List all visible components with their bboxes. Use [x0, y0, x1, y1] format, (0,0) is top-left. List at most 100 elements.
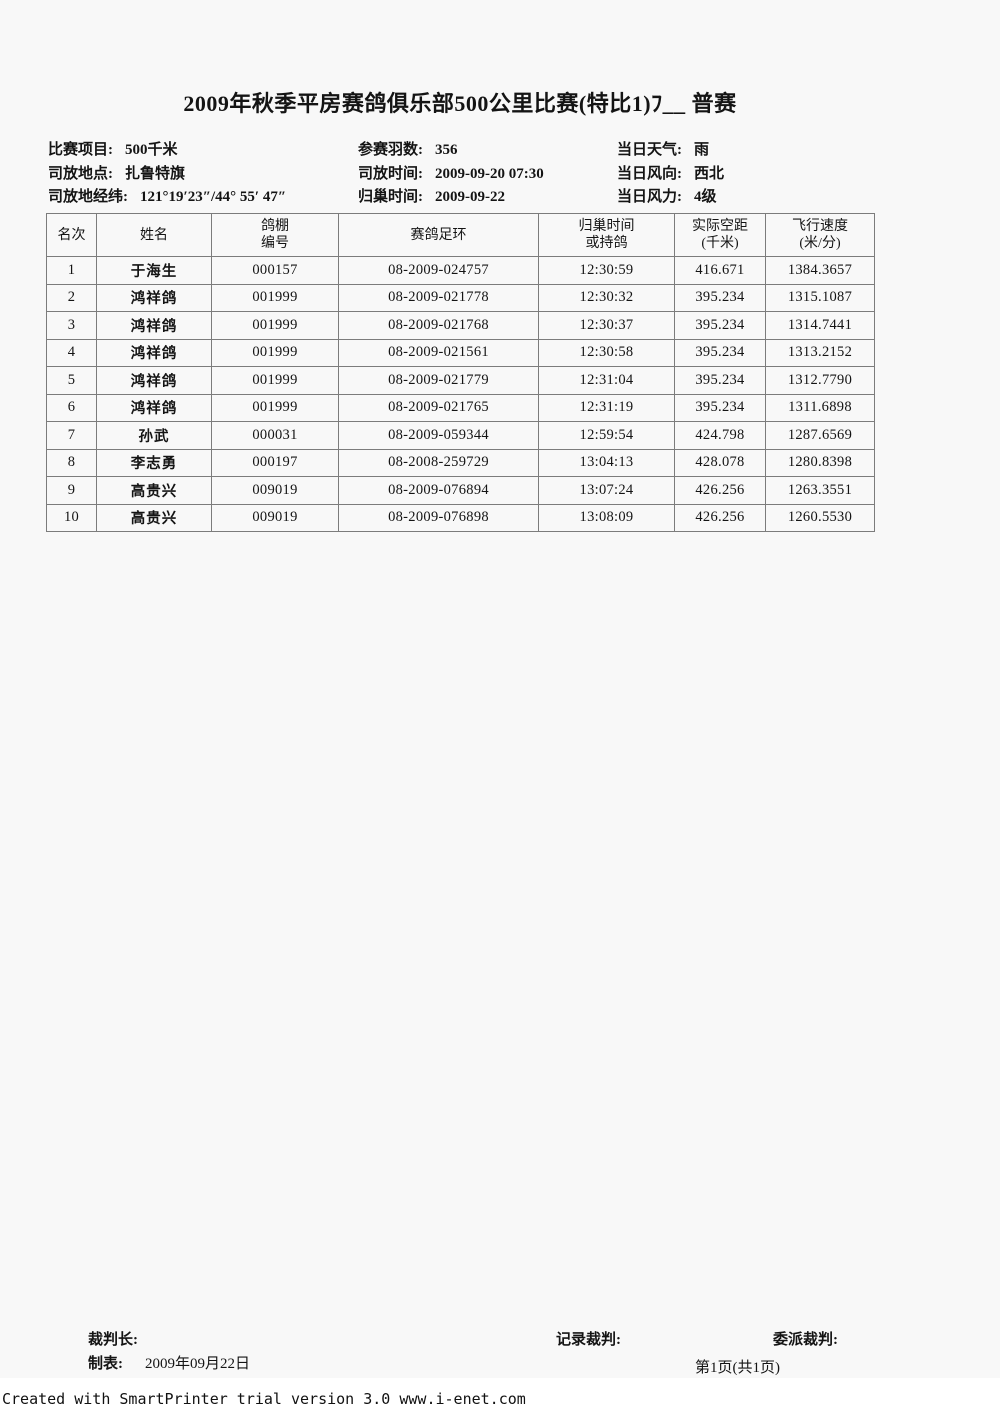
- race-info-column-3: 当日天气: 雨 当日风向: 西北 当日风力: 4级: [617, 139, 724, 210]
- info-value: 扎鲁特旗: [125, 165, 186, 182]
- cell-rank: 2: [46, 283, 97, 312]
- cell-speed-m-min: 1384.3657: [765, 256, 875, 285]
- cell-ring-number: 08-2009-076898: [338, 503, 539, 532]
- info-label: 参赛羽数:: [358, 142, 423, 158]
- cell-rank: 6: [46, 393, 97, 422]
- info-value: 雨: [694, 142, 710, 158]
- info-line-release-coords: 司放地经纬: 121°19′23″/44° 55′ 47″: [48, 186, 286, 210]
- cell-rank: 3: [46, 311, 97, 340]
- cell-arrival-time: 12:59:54: [538, 421, 675, 450]
- prepared-date: 2009年09月22日: [145, 1356, 251, 1372]
- cell-loft-number: 000031: [211, 421, 339, 450]
- cell-name: 鸿祥鸽: [96, 283, 212, 312]
- cell-arrival-time: 12:30:32: [538, 283, 675, 312]
- cell-ring-number: 08-2009-024757: [338, 256, 539, 285]
- cell-ring-number: 08-2009-059344: [338, 421, 539, 450]
- cell-rank: 7: [46, 421, 97, 450]
- table-row: 5 鸿祥鸽 001999 08-2009-021779 12:31:04 395.234 1…: [46, 366, 875, 395]
- cell-arrival-time: 12:31:04: [538, 366, 675, 395]
- info-value: 356: [435, 142, 458, 158]
- cell-rank: 8: [46, 448, 97, 477]
- cell-rank: 10: [46, 503, 97, 532]
- cell-distance-km: 395.234: [674, 311, 766, 340]
- info-label: 归巢时间:: [358, 189, 423, 205]
- cell-loft-number: 001999: [211, 311, 339, 340]
- cell-arrival-time: 13:08:09: [538, 503, 675, 532]
- cell-name: 鸿祥鸽: [96, 311, 212, 340]
- cell-distance-km: 395.234: [674, 338, 766, 367]
- prepared-label: 制表:: [88, 1356, 123, 1372]
- info-label: 当日风向:: [617, 165, 682, 182]
- info-line-race-item: 比赛项目: 500千米: [48, 139, 286, 163]
- cell-arrival-time: 12:31:19: [538, 393, 675, 422]
- cell-rank: 4: [46, 338, 97, 367]
- cell-speed-m-min: 1311.6898: [765, 393, 875, 422]
- results-table-header: 名次 姓名 鸽棚 编号 赛鸽足环 归巢时间 或持鸽 实际空距 (千米) 飞行速度…: [46, 213, 875, 257]
- header-name: 姓名: [96, 213, 212, 257]
- cell-name: 鸿祥鸽: [96, 366, 212, 395]
- cell-ring-number: 08-2009-021765: [338, 393, 539, 422]
- page-number: 第1页(共1页): [695, 1360, 780, 1376]
- cell-ring-number: 08-2009-021778: [338, 283, 539, 312]
- header-row: 名次 姓名 鸽棚 编号 赛鸽足环 归巢时间 或持鸽 实际空距 (千米) 飞行速度…: [46, 213, 875, 257]
- results-table: 名次 姓名 鸽棚 编号 赛鸽足环 归巢时间 或持鸽 实际空距 (千米) 飞行速度…: [46, 213, 875, 532]
- cell-name: 鸿祥鸽: [96, 338, 212, 367]
- header-distance-km: 实际空距 (千米): [674, 213, 766, 257]
- cell-speed-m-min: 1313.2152: [765, 338, 875, 367]
- watermark-strip: [0, 1378, 1000, 1413]
- cell-name: 高贵兴: [96, 476, 212, 505]
- table-row: 2 鸿祥鸽 001999 08-2009-021778 12:30:32 395.234 1…: [46, 283, 875, 312]
- info-value: 2009-09-22: [435, 189, 505, 205]
- info-value: 西北: [694, 165, 725, 182]
- info-line-weather: 当日天气: 雨: [617, 139, 724, 163]
- cell-ring-number: 08-2008-259729: [338, 448, 539, 477]
- cell-name: 孙武: [96, 421, 212, 450]
- header-rank: 名次: [46, 213, 97, 257]
- cell-distance-km: 395.234: [674, 393, 766, 422]
- cell-loft-number: 001999: [211, 366, 339, 395]
- info-value: 121°19′23″/44° 55′ 47″: [140, 189, 287, 205]
- header-arrival-time: 归巢时间 或持鸽: [538, 213, 675, 257]
- info-label: 当日天气:: [617, 142, 682, 158]
- cell-ring-number: 08-2009-021779: [338, 366, 539, 395]
- info-label: 比赛项目:: [48, 142, 113, 158]
- table-row: 1 于海生 000157 08-2009-024757 12:30:59 416.671 1…: [46, 256, 875, 285]
- cell-arrival-time: 12:30:59: [538, 256, 675, 285]
- cell-distance-km: 428.078: [674, 448, 766, 477]
- cell-distance-km: 426.256: [674, 503, 766, 532]
- results-table-body: 1 于海生 000157 08-2009-024757 12:30:59 416.671 1…: [46, 256, 875, 532]
- table-row: 3 鸿祥鸽 001999 08-2009-021768 12:30:37 395.234 1…: [46, 311, 875, 340]
- cell-loft-number: 001999: [211, 393, 339, 422]
- cell-rank: 1: [46, 256, 97, 285]
- cell-speed-m-min: 1312.7790: [765, 366, 875, 395]
- info-value: 4级: [694, 189, 717, 205]
- smartprinter-watermark: Created with SmartPrinter trial version …: [2, 1390, 526, 1408]
- cell-arrival-time: 12:30:58: [538, 338, 675, 367]
- page-title: 2009年秋季平房赛鸽俱乐部500公里比赛(特比1)ﾌ__ 普赛: [183, 91, 737, 116]
- assigned-judge-label: 委派裁判:: [773, 1332, 838, 1348]
- cell-loft-number: 001999: [211, 283, 339, 312]
- cell-ring-number: 08-2009-076894: [338, 476, 539, 505]
- table-row: 6 鸿祥鸽 001999 08-2009-021765 12:31:19 395.234 1…: [46, 393, 875, 422]
- cell-distance-km: 424.798: [674, 421, 766, 450]
- info-label: 司放地经纬:: [48, 189, 128, 205]
- info-line-release-site: 司放地点: 扎鲁特旗: [48, 163, 286, 187]
- header-ring-number: 赛鸽足环: [338, 213, 539, 257]
- cell-distance-km: 426.256: [674, 476, 766, 505]
- info-value: 500千米: [125, 142, 178, 158]
- info-label: 当日风力:: [617, 189, 682, 205]
- cell-speed-m-min: 1315.1087: [765, 283, 875, 312]
- header-speed-m-min: 飞行速度 (米/分): [765, 213, 875, 257]
- cell-distance-km: 416.671: [674, 256, 766, 285]
- cell-rank: 5: [46, 366, 97, 395]
- cell-ring-number: 08-2009-021561: [338, 338, 539, 367]
- table-row: 9 高贵兴 009019 08-2009-076894 13:07:24 426.256 1…: [46, 476, 875, 505]
- cell-name: 高贵兴: [96, 503, 212, 532]
- cell-name: 李志勇: [96, 448, 212, 477]
- info-line-return-time: 归巢时间: 2009-09-22: [358, 186, 544, 210]
- table-row: 10 高贵兴 009019 08-2009-076898 13:08:09 426.256…: [46, 503, 875, 532]
- table-row: 8 李志勇 000197 08-2008-259729 13:04:13 428.078 1…: [46, 448, 875, 477]
- cell-distance-km: 395.234: [674, 283, 766, 312]
- info-line-entries: 参赛羽数: 356: [358, 139, 544, 163]
